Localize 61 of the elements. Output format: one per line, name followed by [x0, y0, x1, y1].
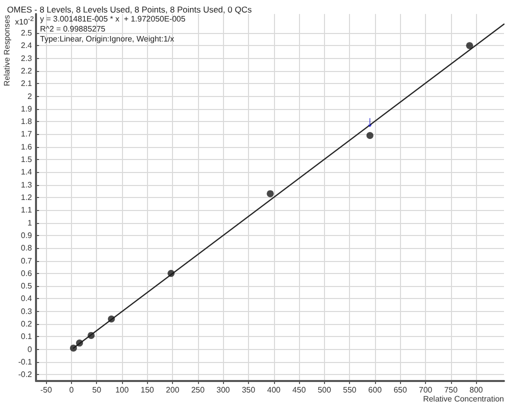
y-tick-label: 0.8	[20, 244, 33, 253]
x-tick-label: 200	[166, 386, 180, 394]
y-tick-label: 0.3	[20, 306, 33, 316]
x-tick-label: 150	[140, 386, 155, 394]
point	[168, 270, 175, 277]
x-tick-label: 500	[318, 386, 332, 394]
x-tick-label: 50	[92, 386, 102, 394]
x-tick-label: 750	[444, 386, 458, 394]
x-tick-label: 250	[191, 386, 206, 394]
point	[76, 340, 84, 347]
y-tick-label: 0.5	[20, 282, 33, 291]
annotation: y = 3.001481E-005 * x + 1.972050E-005	[40, 14, 186, 24]
x-tick-label: 300	[216, 386, 230, 394]
point	[466, 42, 474, 50]
y-tick-label: 0	[28, 344, 33, 354]
y-tick-label: 2.1	[20, 79, 33, 88]
x-tick-label: 700	[418, 386, 433, 394]
y-tick-label: 1.4	[20, 168, 33, 177]
point	[70, 344, 77, 352]
x-tick-label: 600	[368, 386, 382, 394]
y-tick-label: 0.4	[20, 294, 33, 304]
y-tick-label: -0.1	[18, 358, 33, 367]
x-tick-label: 650	[394, 386, 408, 394]
y-tick-label: 1.7	[20, 130, 33, 139]
annotation: Type:Linear, Origin:Ignore, Weight:1/x	[40, 34, 174, 44]
y-tick-label: 0.2	[20, 320, 33, 329]
y-tick-label: 1.3	[20, 180, 33, 190]
x-tick-label: 550	[343, 386, 357, 394]
y-tick-label: 2.4	[20, 41, 33, 50]
point	[266, 190, 274, 198]
y-tick-label: 1.1	[20, 206, 33, 215]
y-axis-title: Relative Responses	[2, 15, 12, 86]
y-tick-label: 1.2	[20, 193, 33, 202]
y-tick-label: 0.6	[20, 268, 33, 278]
annotation: R^2 = 0.99885275	[40, 24, 106, 34]
y-tick-label: 2.3	[20, 54, 33, 63]
y-tick-label: 1	[28, 218, 33, 228]
x-tick-label: -50	[40, 386, 52, 394]
x-tick-label: 100	[115, 386, 130, 394]
y-tick-label: 1.8	[20, 117, 33, 126]
point	[366, 132, 374, 139]
point	[88, 332, 95, 339]
point	[108, 315, 115, 322]
y-tick-label: 0.7	[20, 256, 33, 266]
y-tick-label: 2.2	[20, 66, 33, 76]
x-tick-label: 800	[469, 386, 484, 394]
y-tick-label: 0.9	[20, 230, 33, 240]
y-tick-label: 1.6	[20, 142, 33, 152]
x-tick-label: 450	[292, 386, 306, 394]
y-tick-label: 2.5	[20, 28, 33, 38]
x-axis-title: Relative Concentration	[423, 394, 504, 403]
y-tick-label: 1.5	[20, 155, 33, 164]
x-tick-label: 350	[242, 386, 256, 394]
y-tick-label: 2	[28, 92, 33, 101]
y-tick-label: -0.2	[18, 370, 33, 380]
y-tick-label: 0.1	[20, 332, 33, 342]
x-tick-label: 0	[69, 386, 74, 394]
y-tick-label: 1.9	[20, 104, 33, 114]
x-tick-label: 400	[267, 386, 282, 394]
text: x10$^{-2}$	[15, 15, 34, 27]
chart-title: OMES - 8 Levels, 8 Levels Used, 8 Points, 8 Points Used, 0 QCs	[7, 4, 252, 14]
